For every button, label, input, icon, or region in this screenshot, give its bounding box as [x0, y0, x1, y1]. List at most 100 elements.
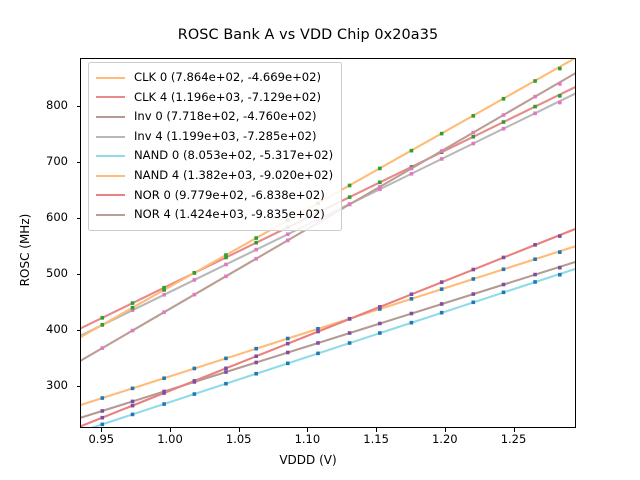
data-point: [471, 130, 476, 135]
data-point: [378, 321, 382, 326]
legend-item-label: NOR 4 (1.424e+03, -9.835e+02): [134, 207, 325, 222]
data-point: [285, 232, 290, 237]
data-point: [100, 422, 105, 427]
data-point: [347, 183, 352, 188]
data-point: [378, 185, 382, 189]
data-point: [254, 354, 258, 359]
data-point: [130, 403, 135, 408]
data-point: [471, 300, 476, 305]
legend-item-label: NAND 0 (8.053e+02, -5.317e+02): [134, 148, 334, 163]
data-point: [471, 114, 476, 118]
data-point: [130, 301, 135, 305]
data-point: [558, 234, 562, 238]
x-tick-label: 1.00: [157, 432, 183, 446]
x-tick-label: 1.25: [500, 432, 527, 446]
data-point: [254, 360, 258, 365]
data-point: [533, 94, 537, 99]
data-point: [471, 134, 476, 139]
legend-item-label: CLK 4 (1.196e+03, -7.129e+02): [134, 89, 322, 104]
legend-item[interactable]: NAND 4 (1.382e+03, -9.020e+02): [96, 166, 333, 186]
data-point: [409, 320, 414, 325]
data-point: [192, 278, 197, 282]
legend-color-swatch: [96, 96, 125, 99]
data-point: [224, 366, 228, 371]
y-tick-label: 800: [46, 97, 68, 112]
data-point: [192, 392, 197, 396]
legend-color-swatch: [96, 155, 125, 158]
data-point: [192, 271, 197, 275]
data-point: [285, 361, 290, 366]
data-point: [162, 288, 166, 292]
data-point: [192, 292, 197, 297]
legend-item[interactable]: NOR 4 (1.424e+03, -9.835e+02): [96, 205, 333, 225]
y-tick-mark: [76, 386, 80, 387]
y-axis-label-text: ROSC (MHz): [18, 213, 32, 287]
data-point: [347, 195, 352, 199]
x-axis-label-text: VDDD (V): [279, 453, 337, 467]
legend-item[interactable]: NAND 0 (8.053e+02, -5.317e+02): [96, 146, 333, 166]
data-point: [533, 243, 537, 247]
data-point: [439, 287, 444, 291]
data-point: [162, 391, 166, 395]
data-point: [316, 351, 320, 356]
data-point: [501, 126, 506, 131]
legend-item[interactable]: NOR 0 (9.779e+02, -6.838e+02): [96, 186, 333, 206]
data-point: [162, 376, 166, 381]
data-point: [471, 267, 476, 272]
x-tick-mark: [307, 428, 309, 432]
legend-item[interactable]: Inv 4 (1.199e+03, -7.285e+02): [96, 127, 333, 147]
data-point: [254, 256, 258, 261]
data-point: [558, 250, 562, 254]
legend-item[interactable]: CLK 0 (7.864e+02, -4.669e+02): [96, 68, 333, 88]
series-nor-0: [81, 227, 575, 427]
data-point: [439, 149, 444, 153]
data-point: [224, 381, 228, 386]
data-point: [254, 240, 258, 245]
legend-color-swatch: [96, 174, 125, 177]
x-tick-label: 1.10: [294, 432, 321, 446]
legend-color-swatch: [96, 194, 125, 197]
data-point: [254, 371, 258, 376]
y-tick-mark: [76, 273, 80, 275]
x-tick-mark: [444, 428, 446, 432]
data-point: [558, 94, 562, 98]
data-point: [285, 341, 290, 346]
y-tick-mark: [76, 105, 80, 107]
y-tick-label: 300: [46, 378, 68, 392]
data-point: [558, 82, 562, 86]
data-point: [471, 277, 476, 281]
data-point: [100, 409, 105, 413]
y-tick-label: 400: [46, 321, 68, 336]
data-point: [224, 262, 228, 267]
data-point: [130, 399, 135, 404]
chart-legend[interactable]: CLK 0 (7.864e+02, -4.669e+02) CLK 4 (1.19…: [88, 62, 343, 231]
legend-item-label: Inv 0 (7.718e+02, -4.760e+02): [134, 109, 317, 124]
data-point: [533, 104, 537, 109]
legend-item[interactable]: CLK 4 (1.196e+03, -7.129e+02): [96, 88, 333, 108]
data-point: [378, 307, 382, 311]
data-point: [409, 166, 414, 171]
data-point: [224, 253, 228, 257]
data-point: [439, 280, 444, 284]
data-point: [439, 310, 444, 315]
x-tick-mark: [376, 428, 378, 432]
legend-color-swatch: [96, 213, 125, 216]
series-inv-0: [81, 260, 575, 419]
legend-item[interactable]: Inv 0 (7.718e+02, -4.760e+02): [96, 107, 333, 127]
page-title: ROSC Bank A vs VDD Chip 0x20a35: [0, 27, 640, 43]
x-tick-label: 1.15: [363, 432, 389, 446]
data-point: [254, 236, 258, 240]
data-point: [162, 402, 166, 406]
data-point: [254, 247, 258, 252]
data-point: [100, 396, 105, 400]
data-point: [378, 331, 382, 335]
data-point: [130, 386, 135, 391]
data-point: [130, 305, 135, 310]
data-point: [347, 202, 352, 207]
data-point: [347, 317, 352, 321]
data-point: [409, 172, 414, 176]
data-point: [378, 305, 382, 309]
y-tick-mark: [76, 161, 80, 163]
series-nand-0: [90, 267, 575, 427]
data-point: [224, 274, 228, 279]
